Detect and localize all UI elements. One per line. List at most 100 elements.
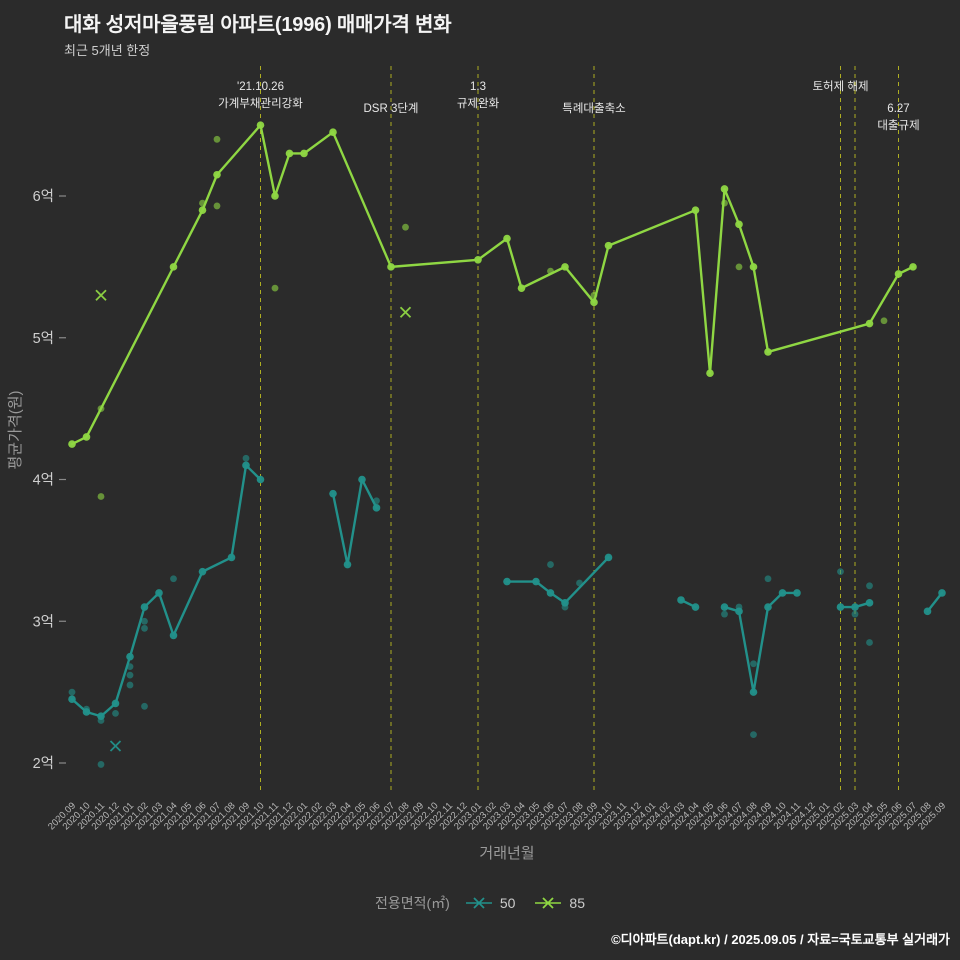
line-point-85 — [503, 234, 511, 243]
line-point-50 — [749, 688, 758, 696]
scatter-point-50 — [721, 610, 728, 618]
event-annotation: DSR 3단계 — [363, 102, 418, 115]
scatter-point-50 — [866, 582, 873, 590]
y-tick-label: 2억 — [33, 755, 54, 772]
line-point-50 — [677, 596, 685, 604]
line-point-85 — [198, 206, 207, 214]
price-line-50 — [926, 591, 944, 613]
scatter-point-50 — [866, 639, 873, 646]
legend-item-50: 50 — [464, 895, 515, 911]
line-point-85 — [894, 270, 903, 278]
line-point-50 — [778, 589, 787, 597]
scatter-point-85 — [735, 263, 743, 271]
event-annotation: 대출규제 — [877, 119, 919, 132]
scatter-point-50 — [126, 681, 134, 689]
x-marker-85 — [95, 289, 107, 301]
line-point-85 — [213, 170, 221, 179]
scatter-point-50 — [141, 617, 148, 625]
scatter-point-50 — [126, 671, 134, 679]
line-point-50 — [561, 599, 569, 607]
line-point-85 — [604, 241, 613, 250]
line-point-85 — [285, 149, 294, 158]
line-point-85 — [387, 263, 395, 271]
line-point-50 — [198, 567, 207, 576]
scatter-point-50 — [242, 454, 250, 462]
legend-item-85: 85 — [533, 895, 585, 911]
line-point-50 — [691, 603, 700, 611]
line-point-50 — [865, 599, 874, 607]
line-point-85 — [256, 121, 265, 129]
event-annotation: '21.10.26 — [237, 81, 284, 93]
line-point-85 — [68, 440, 76, 448]
x-marker-85 — [399, 306, 412, 318]
line-point-50 — [242, 461, 250, 470]
line-point-85 — [271, 192, 279, 200]
scatter-point-50 — [837, 568, 844, 576]
line-point-50 — [793, 589, 801, 597]
line-point-50 — [938, 589, 946, 597]
event-annotation: 토허제 해제 — [812, 80, 868, 93]
line-point-50 — [68, 695, 76, 704]
price-line-85 — [70, 123, 915, 446]
line-point-85 — [909, 263, 917, 271]
line-point-85 — [764, 348, 772, 356]
line-point-50 — [256, 475, 265, 484]
line-point-85 — [691, 206, 700, 214]
chart-subtitle: 최근 5개년 한정 — [64, 43, 151, 58]
legend-x-marker-icon — [535, 897, 562, 909]
price-line-50 — [331, 478, 378, 566]
line-point-85 — [474, 255, 482, 264]
legend-item-label: 85 — [569, 895, 585, 911]
line-point-50 — [227, 553, 236, 562]
legend-x-marker-icon — [465, 897, 492, 909]
credit-text: ©디아파트(dapt.kr) / 2025.09.05 / 자료=국토교통부 실… — [611, 932, 950, 947]
line-point-50 — [126, 652, 134, 661]
price-line-50 — [70, 464, 262, 718]
line-point-85 — [82, 433, 91, 441]
line-point-50 — [851, 603, 859, 611]
line-point-85 — [865, 319, 874, 328]
line-point-50 — [836, 603, 845, 611]
line-point-85 — [735, 220, 743, 229]
line-point-85 — [706, 369, 714, 377]
scatter-point-50 — [750, 731, 757, 739]
price-line-50 — [505, 556, 610, 605]
line-point-50 — [97, 712, 105, 721]
legend: 전용면적(㎡) 50 85 — [0, 893, 960, 913]
y-tick-label: 5억 — [33, 330, 54, 347]
y-tick-label: 4억 — [33, 472, 54, 489]
line-point-50 — [720, 603, 729, 611]
line-point-85 — [300, 149, 308, 158]
scatter-point-50 — [68, 688, 76, 696]
line-point-85 — [169, 263, 178, 271]
chart-title: 대화 성저마을풍림 아파트(1996) 매매가격 변화 — [64, 14, 452, 36]
legend-items: 50 85 — [464, 895, 585, 911]
line-point-50 — [503, 577, 511, 586]
scatter-point-85 — [880, 317, 888, 325]
x-marker-50 — [109, 740, 122, 752]
line-point-50 — [735, 607, 743, 616]
scatter-point-85 — [271, 284, 279, 292]
scatter-point-50 — [97, 761, 105, 768]
scatter-point-50 — [141, 702, 148, 710]
scatter-point-85 — [213, 202, 221, 210]
scatter-point-85 — [402, 223, 409, 231]
scatter-point-50 — [851, 610, 859, 618]
line-point-85 — [720, 185, 729, 193]
line-point-85 — [517, 284, 526, 292]
scatter-point-50 — [750, 660, 757, 668]
event-annotation: 가계부채관리강화 — [218, 97, 303, 110]
y-tick-label: 3억 — [33, 613, 54, 630]
event-annotation: 규제완화 — [457, 97, 500, 110]
y-tick-label: 6억 — [33, 188, 54, 205]
event-annotation: 특례대출축소 — [562, 102, 625, 115]
line-point-50 — [343, 560, 352, 569]
scatter-point-85 — [97, 493, 105, 500]
line-point-50 — [372, 504, 381, 512]
line-point-50 — [140, 603, 149, 611]
line-point-50 — [532, 577, 540, 586]
scatter-point-50 — [112, 709, 119, 717]
event-annotation: 1.3 — [470, 81, 486, 93]
